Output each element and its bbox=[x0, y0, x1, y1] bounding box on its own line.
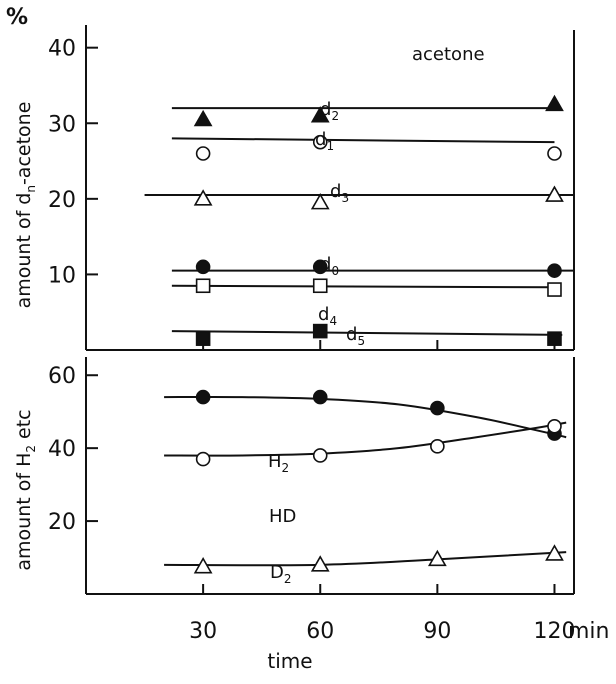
point-d2 bbox=[193, 557, 213, 574]
bottom-y-tick-label: 40 bbox=[48, 437, 76, 462]
series-label-d2: D2 bbox=[270, 562, 292, 586]
fit-line-h2 bbox=[164, 395, 567, 439]
point-hd bbox=[430, 439, 445, 454]
point-d2 bbox=[310, 106, 330, 123]
series-label-d4: d4 bbox=[318, 304, 337, 328]
point-d1 bbox=[312, 134, 328, 150]
point-d4 bbox=[547, 282, 562, 297]
point-d5 bbox=[195, 331, 211, 346]
series-label-d1: d1 bbox=[315, 129, 334, 153]
fit-line-hd bbox=[164, 421, 567, 457]
series-label-d0: d0 bbox=[320, 254, 339, 278]
bottom-y-axis-title: amount of H2 etc bbox=[13, 409, 38, 570]
point-h2 bbox=[195, 389, 211, 405]
point-h2 bbox=[312, 389, 328, 405]
top-y-unit: % bbox=[6, 5, 28, 30]
h2-panel: amount of H2 etc time min 20 40 60 30 60 90 12… bbox=[13, 357, 610, 673]
x-axis-title: time bbox=[267, 649, 312, 673]
point-hd bbox=[195, 451, 211, 467]
series-label-d2: d2 bbox=[320, 99, 339, 123]
point-d1 bbox=[195, 146, 211, 161]
top-y-axis-title: amount of dn-acetone bbox=[13, 102, 38, 309]
point-d5 bbox=[312, 323, 328, 339]
x-tick-label: 30 bbox=[189, 619, 217, 644]
point-d0 bbox=[547, 263, 562, 278]
x-tick-label: 120 bbox=[533, 619, 575, 644]
top-panel-title: acetone bbox=[412, 44, 485, 65]
point-h2 bbox=[430, 400, 445, 416]
top-y-tick-label: 10 bbox=[48, 263, 76, 288]
top-y-tick-label: 40 bbox=[48, 37, 76, 62]
point-d3 bbox=[193, 189, 213, 206]
top-y-tick-label: 20 bbox=[48, 188, 76, 213]
acetone-panel: % acetone amount of dn-acetone 10203040 … bbox=[6, 5, 575, 351]
point-hd bbox=[547, 418, 562, 434]
point-d4 bbox=[312, 278, 328, 294]
series-label-d5: d5 bbox=[346, 324, 365, 348]
x-tick-label: 60 bbox=[306, 619, 334, 644]
x-axis-unit: min bbox=[568, 619, 610, 644]
point-d2 bbox=[545, 544, 564, 561]
point-hd bbox=[312, 448, 328, 463]
point-d3 bbox=[310, 193, 330, 210]
series-label-d3: d3 bbox=[330, 181, 349, 205]
fit-line-d4 bbox=[171, 284, 555, 289]
bottom-y-tick-label: 20 bbox=[48, 510, 76, 535]
top-y-tick-label: 30 bbox=[48, 112, 76, 137]
series-label-h2: H2 bbox=[268, 451, 289, 475]
point-d0 bbox=[312, 259, 328, 275]
point-d3 bbox=[545, 185, 564, 202]
point-d4 bbox=[195, 278, 211, 294]
fit-line-d2 bbox=[164, 551, 567, 567]
point-d2 bbox=[427, 549, 447, 567]
point-d5 bbox=[547, 331, 562, 346]
point-d1 bbox=[547, 146, 562, 161]
x-tick-label: 90 bbox=[423, 619, 451, 644]
point-d2 bbox=[545, 94, 564, 112]
fit-line-d5 bbox=[171, 330, 563, 336]
point-d2 bbox=[193, 109, 213, 127]
series-label-hd: HD bbox=[269, 506, 296, 527]
bottom-y-tick-label: 60 bbox=[48, 364, 76, 389]
fit-line-d1 bbox=[171, 137, 555, 144]
point-d0 bbox=[195, 259, 211, 275]
point-d2 bbox=[310, 555, 330, 572]
